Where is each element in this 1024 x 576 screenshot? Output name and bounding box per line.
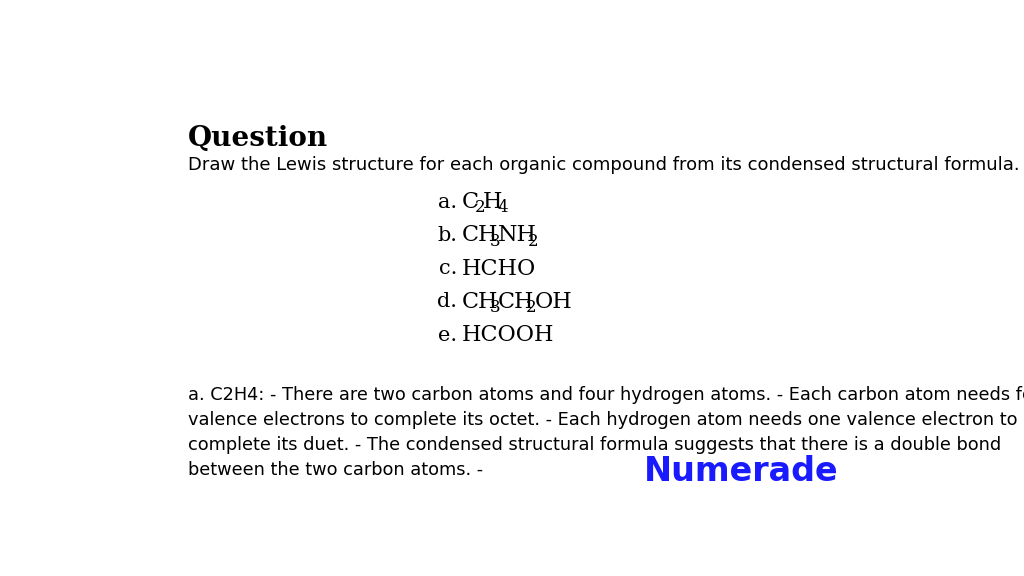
Text: 2: 2 xyxy=(526,300,537,316)
Text: CH: CH xyxy=(498,291,535,313)
Text: 2: 2 xyxy=(474,199,485,217)
Text: 3: 3 xyxy=(489,233,501,250)
Text: CH: CH xyxy=(461,291,498,313)
Text: 4: 4 xyxy=(498,199,509,217)
Text: b.: b. xyxy=(437,226,458,245)
Text: HCHO: HCHO xyxy=(461,257,536,280)
Text: H: H xyxy=(482,191,502,213)
Text: Draw the Lewis structure for each organic compound from its condensed structural: Draw the Lewis structure for each organi… xyxy=(187,156,1019,173)
Text: 3: 3 xyxy=(489,300,501,316)
Text: e.: e. xyxy=(438,326,458,344)
Text: HCOOH: HCOOH xyxy=(461,324,554,346)
Text: NH: NH xyxy=(498,225,537,247)
Text: OH: OH xyxy=(535,291,572,313)
Text: Question: Question xyxy=(187,124,328,151)
Text: a. C2H4: - There are two carbon atoms and four hydrogen atoms. - Each carbon ato: a. C2H4: - There are two carbon atoms an… xyxy=(187,386,1024,479)
Text: d.: d. xyxy=(437,293,458,312)
Text: CH: CH xyxy=(461,225,498,247)
Text: 2: 2 xyxy=(528,233,539,250)
Text: c.: c. xyxy=(439,259,458,278)
Text: Numerade: Numerade xyxy=(644,455,839,488)
Text: a.: a. xyxy=(438,193,458,211)
Text: C: C xyxy=(461,191,478,213)
